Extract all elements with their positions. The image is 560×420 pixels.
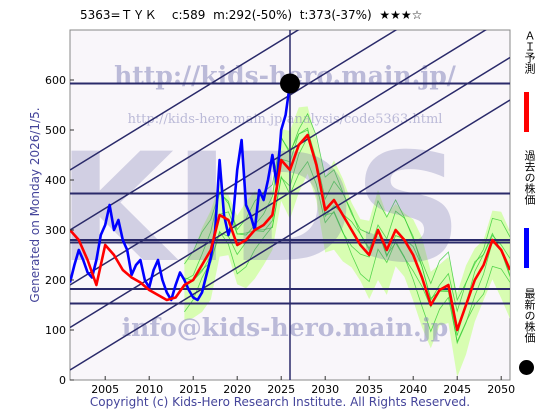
- x-tick-label-2010: 2010: [135, 383, 163, 396]
- legend-latest-label: 最新の株価: [523, 288, 536, 343]
- x-tick-label-2025: 2025: [267, 383, 295, 396]
- x-tick-label-2015: 2015: [179, 383, 207, 396]
- x-tick-label-2035: 2035: [355, 383, 383, 396]
- band-line-4: [184, 112, 510, 302]
- x-tick-label-2030: 2030: [311, 383, 339, 396]
- series-ai-forecast: [70, 133, 510, 332]
- y-tick-label-300: 300: [45, 224, 66, 237]
- legend-past-swatch: [524, 228, 529, 268]
- y-tick-label-600: 600: [45, 74, 66, 87]
- x-tick-label-2020: 2020: [223, 383, 251, 396]
- series: [70, 83, 510, 332]
- axes: 2005 2010 2015 2020 2025 2030 2035 2040 2045 2050…: [45, 74, 515, 396]
- y-tick-label-400: 400: [45, 174, 66, 187]
- copyright: Copyright (c) Kids-Hero Research Institu…: [89, 395, 471, 409]
- latest-marker: [280, 73, 300, 94]
- legend-latest-dot: [519, 360, 534, 375]
- x-tick-label-2050: 2050: [487, 383, 515, 396]
- y-tick-label-200: 200: [45, 274, 66, 287]
- legend-ai-swatch: [524, 92, 529, 132]
- x-tick-label-2045: 2045: [443, 383, 471, 396]
- latest-price-point: [280, 73, 300, 94]
- y-tick-label-500: 500: [45, 124, 66, 137]
- header-target: t:373(-37%): [299, 8, 372, 22]
- series-past-price: [70, 83, 292, 302]
- generated-date-label: Generated on Monday 2026/1/5.: [28, 107, 42, 303]
- header-current: c:589: [171, 8, 206, 22]
- watermark-big: KIDS: [58, 122, 463, 296]
- y-tick-label-100: 100: [45, 324, 66, 337]
- header-code: 5363=ＴＹＫ: [80, 8, 157, 22]
- watermarks: KIDS http://kids-hero.main.jp/ http://ki…: [58, 61, 463, 342]
- y-tick-label-0: 0: [59, 374, 66, 387]
- header-stars: ★★★☆: [379, 8, 423, 22]
- chart-header: 5363=ＴＹＫ c:589 m:292(-50%) t:373(-37%) ★…: [80, 6, 500, 23]
- legend-ai-label: ＡＩ予測: [523, 30, 536, 74]
- watermark-bottom: info@kids-hero.main.jp: [122, 313, 449, 342]
- x-tick-label-2040: 2040: [399, 383, 427, 396]
- header-mid: m:292(-50%): [213, 8, 293, 22]
- x-tick-label-2005: 2005: [91, 383, 119, 396]
- legend-past-label: 過去の株価: [523, 150, 536, 205]
